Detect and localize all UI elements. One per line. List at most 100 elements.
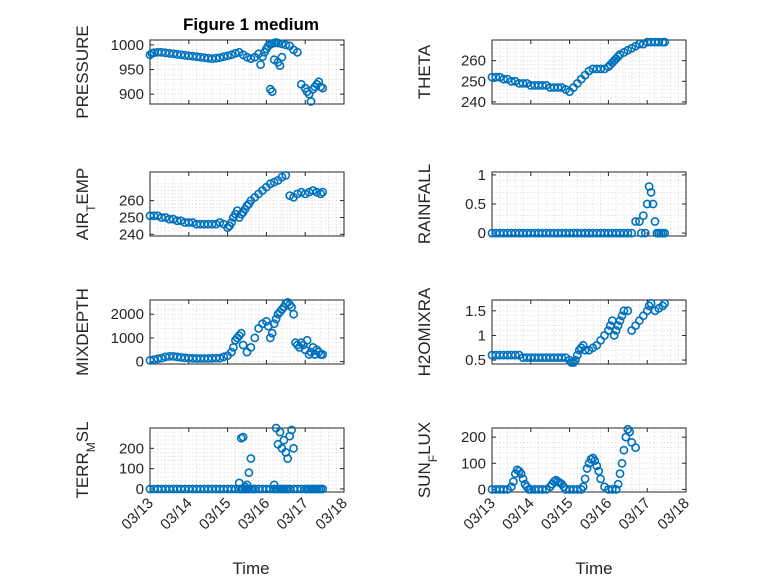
data-point bbox=[635, 39, 644, 49]
data-point bbox=[613, 479, 623, 489]
data-point bbox=[265, 333, 275, 343]
y-tick-label: 0 bbox=[136, 481, 144, 498]
y-tick-label: 1000 bbox=[111, 330, 144, 347]
data-point bbox=[619, 445, 629, 455]
data-point bbox=[615, 469, 625, 479]
data-point bbox=[289, 443, 298, 453]
data-point bbox=[594, 466, 604, 476]
data-point bbox=[638, 211, 648, 220]
axes-frame bbox=[491, 39, 687, 105]
data-point bbox=[318, 484, 328, 494]
data-point bbox=[635, 217, 644, 226]
data-point bbox=[617, 458, 627, 468]
data-point bbox=[219, 52, 229, 62]
data-point bbox=[660, 228, 670, 238]
y-axis-label: PRESSURE bbox=[73, 25, 92, 119]
y-tick-label: 1 bbox=[478, 167, 486, 184]
data-point bbox=[491, 72, 501, 82]
data-point bbox=[549, 477, 559, 486]
data-point bbox=[623, 228, 633, 238]
y-tick-label: 0.5 bbox=[465, 196, 486, 213]
data-point bbox=[590, 456, 600, 466]
x-tick-label: 03/17 bbox=[615, 495, 654, 534]
data-point bbox=[215, 53, 225, 63]
data-point bbox=[318, 187, 328, 197]
y-axis-label: AIRTEMP bbox=[73, 168, 98, 241]
data-point bbox=[314, 77, 324, 87]
data-point bbox=[227, 347, 236, 357]
data-point bbox=[275, 61, 285, 70]
axes-frame bbox=[491, 427, 687, 493]
data-point bbox=[302, 335, 312, 345]
data-point bbox=[285, 300, 295, 310]
data-point bbox=[271, 314, 281, 324]
data-point bbox=[573, 350, 582, 360]
data-point bbox=[267, 328, 277, 338]
data-point bbox=[250, 333, 260, 343]
data-point bbox=[607, 484, 617, 494]
data-point bbox=[569, 358, 578, 367]
data-point bbox=[646, 298, 656, 308]
subplot-theta: 240 250 260 THETA bbox=[415, 37, 687, 111]
y-tick-label: 260 bbox=[119, 193, 144, 210]
data-point bbox=[646, 187, 656, 197]
data-point bbox=[256, 60, 265, 69]
data-point bbox=[219, 352, 229, 362]
data-point bbox=[289, 309, 298, 319]
data-point bbox=[640, 228, 650, 238]
x-tick-label: 03/18 bbox=[654, 495, 693, 534]
data-point bbox=[306, 97, 316, 106]
data-point bbox=[592, 461, 602, 471]
axes-frame bbox=[149, 299, 345, 365]
x-tick-label: 03/16 bbox=[577, 495, 616, 534]
data-point bbox=[287, 425, 296, 435]
data-point bbox=[508, 477, 518, 486]
data-point bbox=[157, 213, 166, 222]
y-tick-label: 1000 bbox=[111, 37, 144, 54]
data-point bbox=[650, 217, 660, 226]
data-point bbox=[234, 478, 244, 488]
y-axis-label: MIXDEPTH bbox=[73, 288, 92, 376]
y-tick-label: 0 bbox=[478, 481, 486, 498]
data-point bbox=[499, 484, 508, 494]
y-axis-label: RAINFALL bbox=[415, 164, 434, 244]
data-point bbox=[648, 199, 658, 209]
data-point bbox=[518, 79, 528, 88]
data-point bbox=[149, 211, 159, 221]
data-point bbox=[240, 482, 250, 492]
y-tick-label: 950 bbox=[119, 62, 144, 79]
data-point bbox=[246, 342, 256, 352]
data-point bbox=[580, 474, 590, 484]
data-point bbox=[619, 306, 629, 316]
y-tick-label: 0 bbox=[136, 354, 144, 371]
data-point bbox=[242, 480, 252, 490]
y-tick-label: 0 bbox=[478, 225, 486, 242]
x-tick-label: 03/14 bbox=[499, 495, 538, 534]
data-point bbox=[207, 219, 217, 229]
subplot-sunflux: 0 100 200 03/13 03/14 03/15 03/16 03/17 03/18 SUN… bbox=[415, 422, 693, 534]
y-tick-label: 260 bbox=[461, 53, 486, 70]
data-point bbox=[277, 305, 287, 314]
y-tick-label: 200 bbox=[119, 440, 144, 457]
data-point bbox=[145, 355, 155, 365]
data-point bbox=[660, 298, 670, 308]
data-point bbox=[582, 464, 592, 473]
data-point bbox=[611, 326, 621, 335]
data-point bbox=[617, 311, 627, 321]
data-point bbox=[625, 427, 635, 437]
x-tick-label: 03/13 bbox=[460, 495, 499, 534]
subplot-mixdepth: 0 1000 2000 MIXDEPTH bbox=[73, 288, 345, 376]
y-tick-label: 2000 bbox=[111, 306, 144, 323]
data-point bbox=[571, 355, 580, 365]
subplot-pressure: 900 950 1000 PRESSURE bbox=[73, 25, 345, 119]
data-point bbox=[538, 484, 547, 494]
y-tick-label: 100 bbox=[461, 455, 486, 472]
data-point bbox=[281, 170, 291, 180]
data-point bbox=[153, 354, 163, 364]
x-tick-label: 03/13 bbox=[118, 495, 157, 534]
data-point bbox=[236, 328, 246, 338]
data-point bbox=[281, 40, 291, 50]
